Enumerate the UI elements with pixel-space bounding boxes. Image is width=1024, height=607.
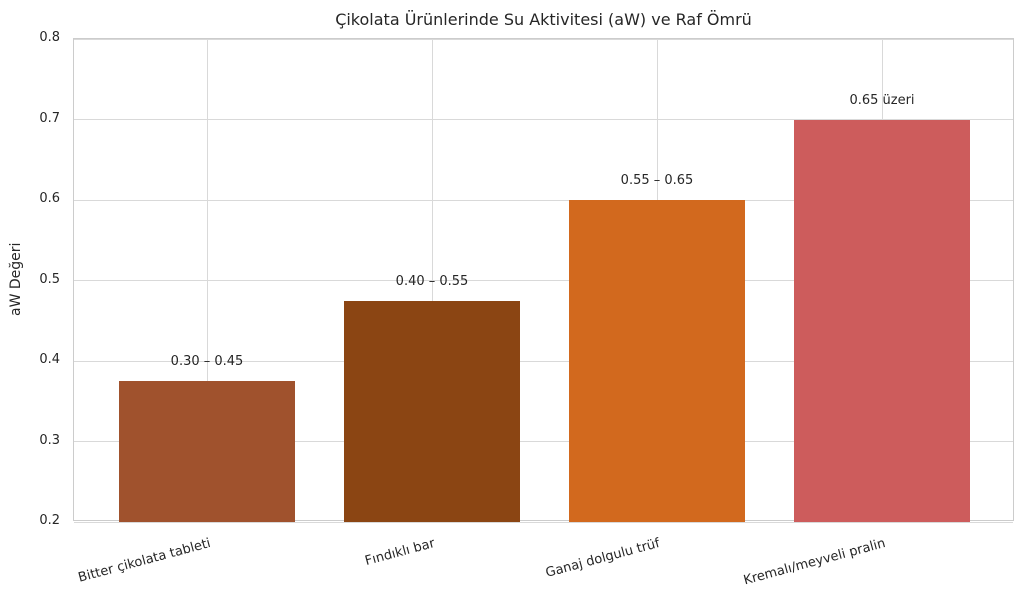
bar-3 [569, 200, 745, 522]
chart-title: Çikolata Ürünlerinde Su Aktivitesi (aW) … [335, 10, 752, 29]
gridline-horizontal [74, 441, 1013, 442]
y-tick-label: 0.3 [39, 432, 60, 448]
gridline-horizontal [74, 38, 1013, 40]
y-tick-label: 0.5 [39, 271, 60, 287]
bar-value-label: 0.55 – 0.65 [620, 173, 694, 188]
gridline-horizontal [74, 199, 1013, 201]
y-tick-label: 0.7 [39, 110, 60, 126]
gridline-vertical [431, 39, 433, 520]
y-tick-label: 0.6 [39, 191, 60, 206]
y-tick-label: 0.4 [39, 352, 60, 367]
x-tick-label: Kremalı/meyveli pralin [741, 536, 887, 589]
y-tick-label: 0.8 [39, 30, 60, 45]
bar-1 [119, 381, 295, 522]
bar-value-label: 0.40 – 0.55 [395, 273, 469, 289]
x-tick-label: Ganaj dolgulu trüf [544, 536, 662, 581]
plot-area: 0.30 – 0.45 0.40 – 0.55 0.55 – 0.65 0.65 üz… [73, 38, 1014, 523]
x-tick-label: Fındıklı bar [363, 536, 437, 570]
x-tick-label: Bitter çikolata tableti [76, 536, 212, 586]
gridline-horizontal [74, 280, 1013, 281]
bar-4 [794, 119, 970, 522]
bar-2 [344, 300, 520, 522]
gridline-horizontal [74, 521, 1013, 523]
gridline-vertical [206, 39, 208, 520]
y-tick-label: 0.2 [39, 513, 60, 528]
bar-value-label: 0.30 – 0.45 [170, 354, 244, 370]
bar-value-label: 0.65 üzeri [849, 92, 915, 108]
gridline-horizontal [74, 119, 1013, 120]
gridline-horizontal [74, 360, 1013, 362]
